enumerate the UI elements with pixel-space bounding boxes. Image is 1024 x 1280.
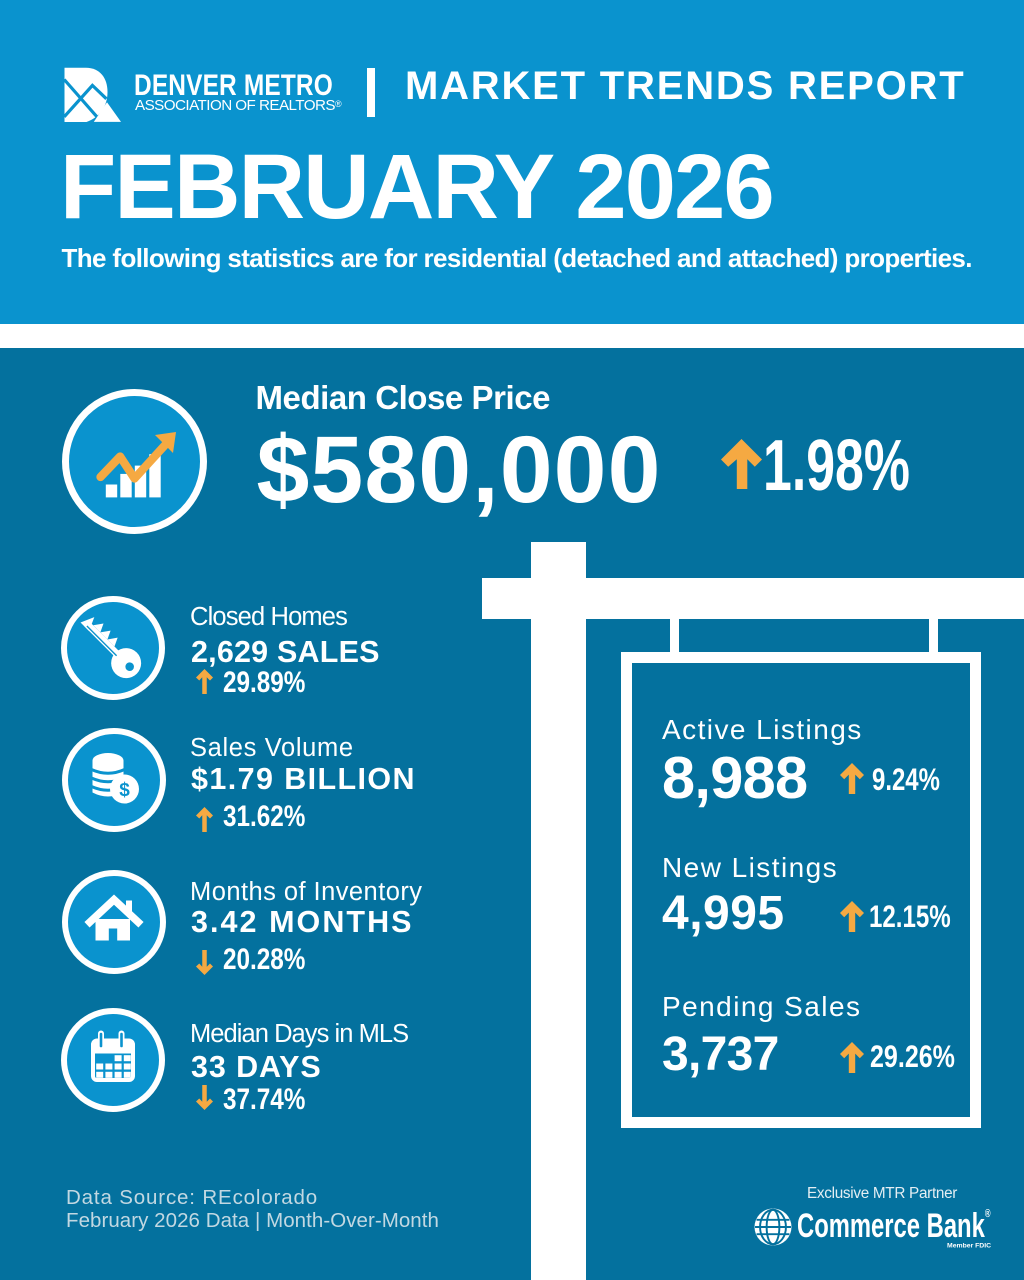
svg-text:$: $: [119, 780, 130, 801]
